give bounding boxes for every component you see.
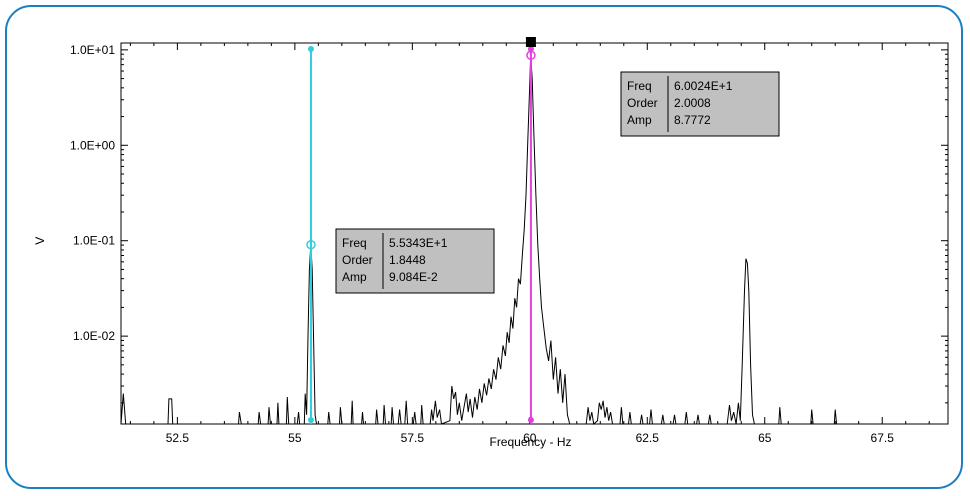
peak-marker-square bbox=[525, 37, 536, 47]
plot-area bbox=[120, 42, 949, 425]
y-tick-label: 1.0E+00 bbox=[70, 138, 115, 152]
cursor-readout-label: Order bbox=[342, 253, 373, 267]
cursor-readout-label: Order bbox=[627, 96, 658, 110]
cursor-readout-value: 9.084E-2 bbox=[389, 270, 438, 284]
cursor-bottom-marker bbox=[307, 417, 314, 423]
x-tick-label: 57.5 bbox=[401, 431, 425, 445]
cursor-top-marker bbox=[307, 46, 314, 52]
cursor-readout-label: Freq bbox=[627, 79, 652, 93]
y-tick-label: 1.0E-02 bbox=[73, 329, 115, 343]
cursor-readout-value: 6.0024E+1 bbox=[674, 79, 733, 93]
cursor-top-marker bbox=[527, 46, 534, 52]
cursor-readout-label: Amp bbox=[342, 270, 367, 284]
cursor-readout-box bbox=[335, 228, 495, 294]
cursor-amp-marker bbox=[526, 50, 536, 61]
x-tick-label: 65 bbox=[758, 431, 772, 445]
cursor-bottom-marker bbox=[527, 417, 534, 423]
cursor-readout-label: Amp bbox=[627, 113, 652, 127]
x-tick-label: 62.5 bbox=[636, 431, 660, 445]
cursor-readout-value: 1.8448 bbox=[389, 253, 426, 267]
cursor-readout-label: Freq bbox=[342, 236, 367, 250]
cursor-readout-value: 5.5343E+1 bbox=[389, 236, 448, 250]
cursor-readout-box bbox=[620, 71, 780, 137]
y-axis-title: V bbox=[33, 237, 47, 245]
cursor-readout-value: 2.0008 bbox=[674, 96, 711, 110]
cursor-amp-marker bbox=[306, 239, 316, 250]
y-tick-label: 1.0E-01 bbox=[73, 234, 115, 248]
y-tick-label: 1.0E+01 bbox=[70, 43, 115, 57]
x-tick-label: 60 bbox=[523, 431, 537, 445]
spectrum-line bbox=[120, 55, 948, 425]
x-tick-label: 67.5 bbox=[871, 431, 895, 445]
cursor-readout-value: 8.7772 bbox=[674, 113, 711, 127]
x-tick-label: 52.5 bbox=[166, 431, 190, 445]
x-axis-title: Frequency - Hz bbox=[489, 435, 571, 449]
x-tick-label: 55 bbox=[288, 431, 302, 445]
